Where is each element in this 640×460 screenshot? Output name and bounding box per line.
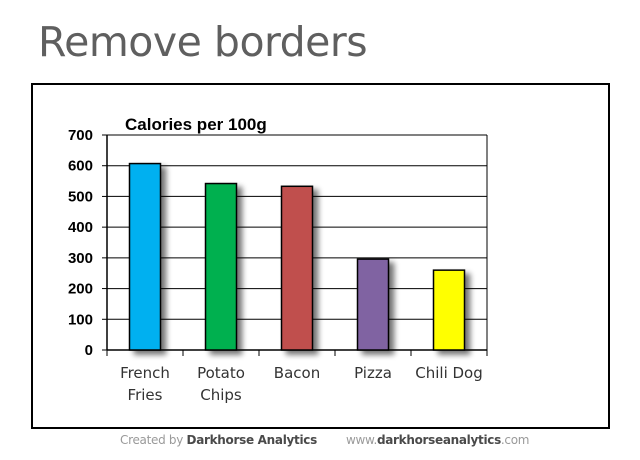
y-tick-label: 300 (68, 250, 93, 267)
bar (356, 258, 390, 351)
y-tick-label: 0 (85, 342, 93, 359)
y-tick-label: 500 (68, 188, 93, 205)
bar (128, 162, 162, 351)
bar (432, 269, 466, 351)
y-tick-label: 200 (68, 281, 93, 298)
footer-credit-prefix: Created by (120, 433, 187, 447)
x-tick-label: Fries (128, 386, 163, 404)
slide-title: Remove borders (38, 18, 368, 66)
footer-website-prefix: www. (346, 433, 377, 447)
chart-title: Calories per 100g (125, 115, 267, 134)
footer-website[interactable]: www.darkhorseanalytics.com (346, 433, 529, 447)
y-tick-label: 600 (68, 158, 93, 175)
footer-website-brand: darkhorseanalytics (376, 433, 501, 447)
y-tick-label: 700 (68, 127, 93, 144)
bars (128, 162, 466, 351)
chart-frame (31, 83, 610, 429)
x-tick-label: Bacon (274, 364, 320, 382)
footer-credit: Created by Darkhorse Analytics (120, 433, 317, 447)
y-tick-label: 400 (68, 219, 93, 236)
x-tick-label: Pizza (354, 364, 392, 382)
x-tick-label: Potato (197, 364, 245, 382)
x-tick-label: Chili Dog (415, 364, 483, 382)
bar (204, 182, 238, 351)
footer-website-suffix: .com (500, 433, 530, 447)
bar (280, 185, 314, 351)
footer-credit-brand: Darkhorse Analytics (186, 433, 318, 447)
x-tick-label: Chips (200, 386, 242, 404)
axis-labels: 0 100 200 300 400 500 600 700 French Fries Potato C… (68, 127, 483, 404)
y-tick-label: 100 (68, 311, 93, 328)
x-tick-label: French (120, 364, 170, 382)
